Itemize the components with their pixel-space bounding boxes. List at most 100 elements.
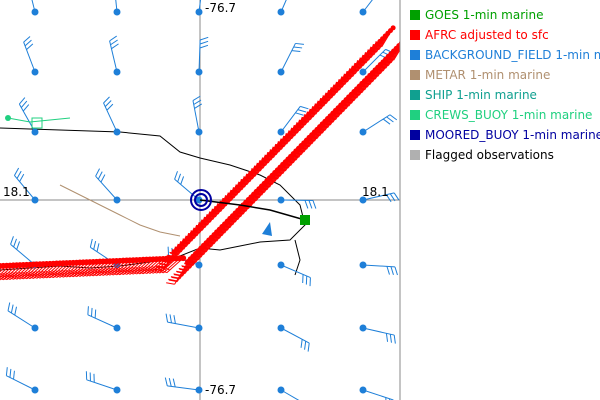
- barb-feather: [100, 174, 106, 183]
- barb-feather: [233, 187, 242, 191]
- barb-feather: [220, 224, 230, 228]
- barb-staff: [87, 314, 118, 329]
- barb-feather: [302, 141, 312, 144]
- barb-feather: [206, 214, 216, 218]
- barb-feather: [236, 208, 246, 212]
- barb-dot: [359, 386, 367, 394]
- barb-feather: [183, 239, 192, 242]
- barb-feather: [258, 187, 268, 191]
- barb-feather: [266, 179, 276, 183]
- barb-feather: [304, 114, 313, 117]
- barb-feather: [2, 275, 11, 280]
- barb-feather: [226, 220, 236, 223]
- lat-label: 18.1: [3, 185, 30, 199]
- barb-feather: [356, 60, 366, 63]
- barb-feather: [16, 170, 22, 179]
- barb-feather: [191, 254, 201, 258]
- barb-feather: [385, 194, 392, 203]
- barb-feather: [367, 49, 377, 52]
- barb-feather: [271, 173, 280, 177]
- barb-feather: [357, 60, 367, 64]
- barb-feather: [385, 333, 389, 342]
- barb-feather: [216, 230, 225, 234]
- barb-staff: [280, 264, 311, 279]
- barb-feather: [35, 273, 44, 279]
- barb-feather: [331, 87, 340, 91]
- barb-feather: [214, 205, 223, 209]
- lon-label: -76.7: [205, 1, 236, 15]
- barb-feather: [218, 227, 227, 231]
- barb-dot: [31, 324, 39, 332]
- barb-feather: [269, 149, 279, 152]
- barb-feather: [156, 266, 166, 269]
- barb-feather: [290, 127, 300, 131]
- barb-feather: [203, 216, 213, 220]
- barb-feather: [247, 197, 256, 201]
- barb-feather: [225, 195, 235, 199]
- barb-staff: [362, 264, 395, 268]
- barb-feather: [286, 133, 295, 137]
- barb-feather: [366, 77, 376, 80]
- barb-feather: [257, 187, 267, 190]
- barb-feather: [205, 241, 215, 245]
- barb-feather: [110, 39, 118, 46]
- barb-feather: [368, 50, 377, 53]
- barb-feather: [316, 127, 325, 131]
- barb-feather: [355, 87, 365, 90]
- barb-feather: [193, 99, 202, 105]
- barb-feather: [320, 98, 330, 102]
- legend-swatch: [410, 90, 420, 100]
- barb-feather: [238, 181, 247, 185]
- barb-feather: [375, 41, 384, 44]
- barb-feather: [277, 141, 287, 144]
- barb-feather: [223, 222, 233, 225]
- barb-feather: [267, 152, 277, 156]
- barb-feather: [181, 265, 190, 268]
- barb-feather: [162, 260, 171, 264]
- plot-area: -76.7 -76.7 18.1 18.1: [0, 0, 400, 400]
- barb-feather: [371, 70, 381, 74]
- barb-feather: [261, 185, 270, 188]
- barb-feather: [176, 270, 185, 274]
- barb-feather: [313, 131, 323, 134]
- vortex-marker: [262, 222, 272, 236]
- barb-feather: [164, 377, 168, 387]
- moored-buoy-ring: [194, 193, 208, 207]
- barb-feather: [15, 274, 24, 280]
- barb-feather: [255, 190, 265, 193]
- legend-swatch: [410, 30, 420, 40]
- barb-feather: [322, 95, 332, 98]
- barb-feather: [19, 274, 28, 280]
- barb-feather: [293, 46, 303, 49]
- metar-track: [59, 184, 181, 237]
- barb-staff: [0, 265, 7, 273]
- barb-feather: [306, 139, 315, 142]
- afrc-barbs: [0, 25, 400, 285]
- barb-feather: [209, 211, 218, 214]
- barb-feather: [312, 106, 322, 110]
- barb-feather: [317, 101, 327, 104]
- barb-feather: [18, 97, 26, 105]
- barb-feather: [196, 225, 205, 229]
- barb-staff: [109, 40, 118, 73]
- barb-feather: [339, 103, 349, 106]
- barb-dot: [195, 261, 203, 269]
- barb-staff: [0, 265, 14, 278]
- barb-feather: [308, 136, 318, 139]
- barb-dot: [359, 324, 367, 332]
- barb-feather: [386, 266, 390, 275]
- barb-feather: [335, 81, 345, 85]
- barb-feather: [145, 268, 154, 274]
- barb-feather: [13, 167, 20, 176]
- barb-feather: [332, 112, 342, 115]
- legend-label: SHIP 1-min marine: [425, 88, 537, 102]
- barb-dot: [195, 128, 203, 136]
- barb-feather: [112, 270, 121, 276]
- barb-feather: [263, 181, 272, 185]
- barb-feather: [92, 271, 101, 277]
- barb-staff: [393, 48, 400, 61]
- legend-label: AFRC adjusted to sfc: [425, 28, 549, 42]
- barb-feather: [192, 95, 201, 101]
- barb-feather: [9, 368, 12, 378]
